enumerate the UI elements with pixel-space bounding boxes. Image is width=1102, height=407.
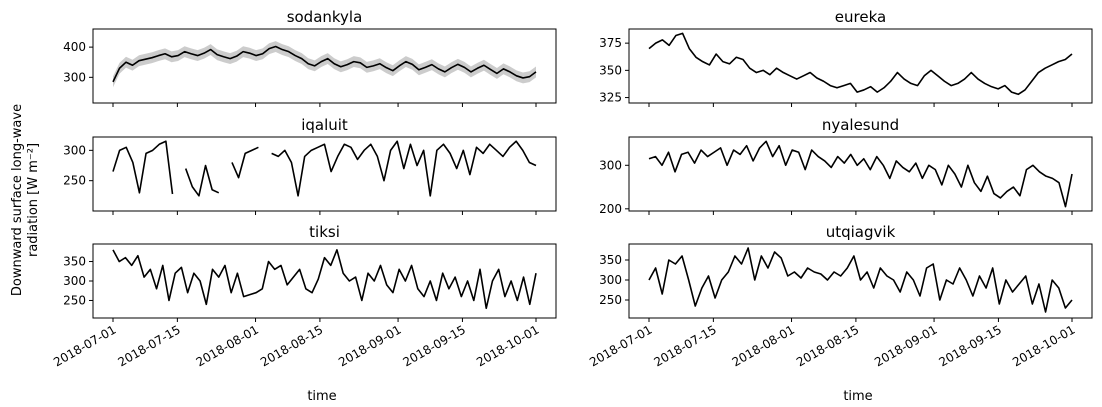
x-tick-label: 2018-07-01 (51, 322, 118, 369)
x-tick-label: 2018-09-01 (336, 322, 403, 369)
y-tick-label: 350 (599, 63, 622, 77)
series-line (184, 164, 220, 197)
panels: sodankyla 300 400 eureka 325 350 375 iqaluit 250… (51, 8, 1093, 369)
series-line (648, 32, 1073, 96)
y-tick-label: 300 (63, 274, 86, 288)
y-tick-label: 250 (63, 293, 86, 307)
axes-frame (628, 243, 1093, 319)
series-line (112, 140, 174, 195)
x-tick-label: 2018-07-15 (115, 322, 182, 369)
y-axis-label: Downward surface long-wave radiation [W … (10, 104, 41, 296)
panel-title-tiksi: tiksi (309, 223, 340, 241)
y-tick-label: 300 (63, 143, 86, 157)
x-tick-label: 2018-10-01 (1010, 322, 1077, 369)
panel-nyalesund: nyalesund 200 300 (599, 116, 1093, 216)
y-tick-label: 250 (63, 174, 86, 188)
y-axis-label-line-1: Downward surface long-wave (10, 104, 25, 296)
x-tick-label: 2018-08-01 (730, 322, 797, 369)
panel-title-sodankyla: sodankyla (287, 8, 363, 26)
axes-frame (628, 28, 1093, 104)
panel-eureka: eureka 325 350 375 (599, 8, 1093, 107)
y-tick-label: 400 (63, 40, 86, 54)
x-tick-label: 2018-09-15 (937, 322, 1004, 369)
y-tick-label: 300 (599, 158, 622, 172)
panel-title-nyalesund: nyalesund (822, 116, 899, 134)
x-tick-label: 2018-07-15 (651, 322, 718, 369)
y-tick-label: 325 (599, 91, 622, 105)
y-tick-label: 300 (63, 70, 86, 84)
axes-frame (92, 136, 557, 212)
series-line (648, 140, 1073, 208)
panel-title-utqiagvik: utqiagvik (826, 223, 896, 241)
series-line (271, 140, 537, 197)
axes-frame (92, 28, 557, 104)
y-tick-label: 350 (63, 255, 86, 269)
x-tick-label: 2018-08-15 (258, 322, 325, 369)
y-axis-label-line-2: radiation [W m⁻²] (26, 143, 41, 257)
axes-frame (628, 136, 1093, 212)
series-line (112, 45, 537, 83)
x-tick-label: 2018-09-15 (401, 322, 468, 369)
x-tick-label: 2018-08-01 (194, 322, 261, 369)
y-tick-label: 200 (599, 202, 622, 216)
x-axis-label-left: time (307, 389, 336, 404)
series-line (648, 247, 1073, 313)
y-tick-label: 350 (599, 253, 622, 267)
x-tick-label: 2018-10-01 (474, 322, 541, 369)
x-axis-label-right: time (843, 389, 872, 404)
x-tick-label: 2018-08-15 (794, 322, 861, 369)
x-tick-label: 2018-07-01 (587, 322, 654, 369)
panel-title-eureka: eureka (835, 8, 886, 26)
panel-iqaluit: iqaluit 250 300 (63, 116, 557, 215)
y-tick-label: 375 (599, 36, 622, 50)
panel-sodankyla: sodankyla 300 400 (63, 8, 557, 107)
y-tick-label: 300 (599, 273, 622, 287)
panel-title-iqaluit: iqaluit (301, 116, 348, 134)
series-range-band (113, 41, 536, 88)
x-tick-label: 2018-09-01 (872, 322, 939, 369)
y-tick-label: 250 (599, 293, 622, 307)
series-line (231, 146, 259, 179)
series-line (112, 249, 537, 310)
